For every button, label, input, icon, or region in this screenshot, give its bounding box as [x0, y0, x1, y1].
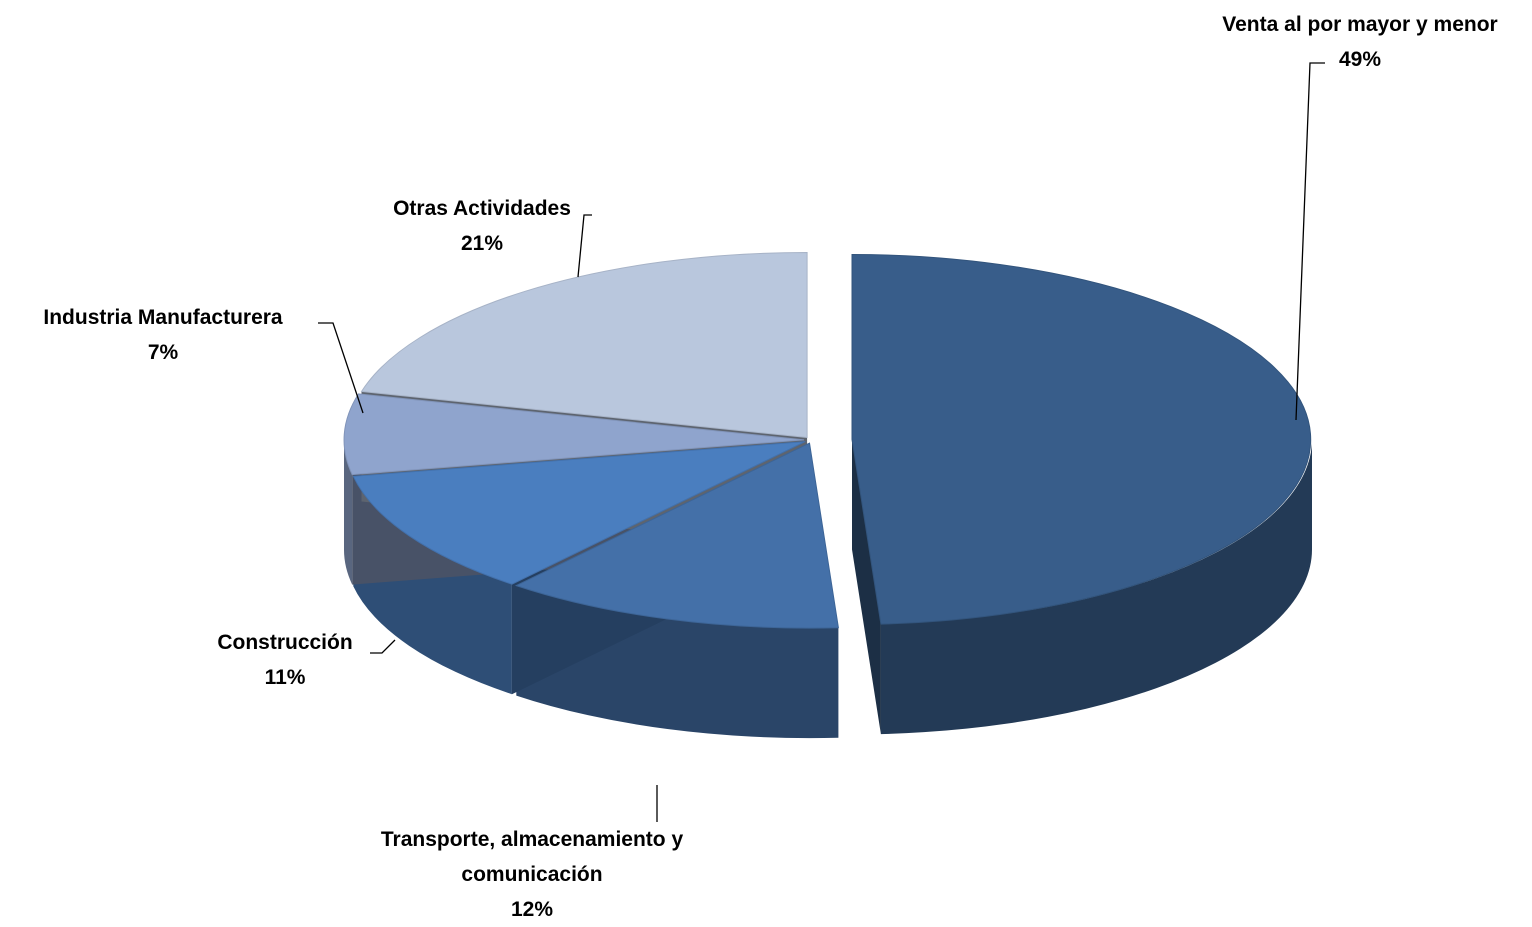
slice-value: 49% [1338, 48, 1382, 71]
slice-name: Construcción [217, 631, 353, 654]
slice [352, 441, 806, 585]
slice-side [344, 439, 353, 585]
data-label: Industria Manufacturera 7% [0, 300, 328, 370]
slice-side [880, 439, 1312, 735]
slice-name: Industria Manufacturera [43, 306, 283, 329]
slice-value: 21% [460, 232, 504, 255]
data-label: Otras Actividades 21% [332, 191, 632, 261]
leader-line [318, 322, 364, 414]
slice [360, 251, 808, 439]
slice-value: 7% [147, 341, 179, 364]
slice-name: Venta al por mayor y menor [1222, 13, 1498, 36]
data-label: Transporte, almacenamiento y comunicació… [342, 822, 722, 927]
leader-line [370, 639, 396, 654]
leader-line [1295, 62, 1325, 421]
slice-name: Transporte, almacenamiento y comunicació… [380, 828, 684, 886]
slice-inner-side [852, 439, 881, 735]
data-label: Venta al por mayor y menor 49% [1150, 7, 1532, 77]
slice [343, 393, 805, 476]
slice-name: Otras Actividades [393, 197, 571, 220]
leader-line [577, 214, 592, 278]
slice-value: 11% [264, 666, 306, 689]
slice [514, 442, 839, 629]
data-label: Construcción 11% [135, 625, 435, 695]
slice [851, 253, 1312, 625]
slice-value: 12% [510, 898, 554, 921]
